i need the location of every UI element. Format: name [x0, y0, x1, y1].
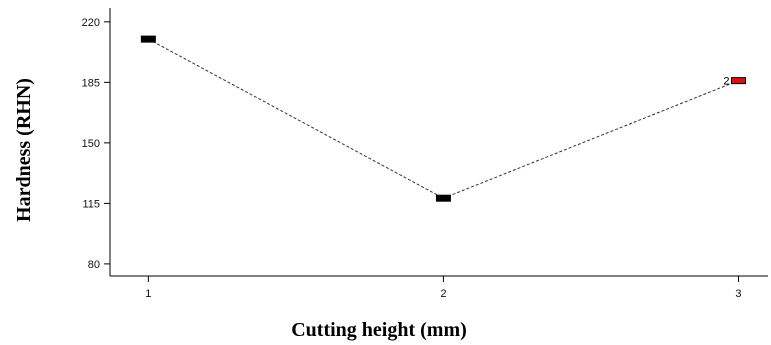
- y-tick-label: 150: [82, 138, 100, 150]
- y-tick-label: 185: [82, 77, 100, 89]
- y-tick-label: 220: [82, 17, 100, 29]
- y-axis-title: Hardness (RHN): [13, 78, 35, 222]
- series-group: 2: [140, 35, 746, 202]
- plot-frame: [109, 8, 768, 277]
- y-tick-label: 115: [82, 198, 100, 210]
- data-point: [435, 194, 451, 202]
- x-axis: 1 2 3: [145, 276, 742, 300]
- x-tick-label: 1: [145, 288, 151, 300]
- x-axis-title: Cutting height (mm): [291, 319, 467, 341]
- series-line: [148, 38, 739, 199]
- x-tick-label: 2: [440, 288, 446, 300]
- y-tick-label: 80: [88, 259, 100, 271]
- x-tick-label: 3: [735, 288, 741, 300]
- y-axis: 80 115 150 185 220: [82, 17, 110, 271]
- data-point: [140, 35, 156, 43]
- data-point-label: 2: [723, 76, 729, 88]
- data-point: [730, 77, 746, 85]
